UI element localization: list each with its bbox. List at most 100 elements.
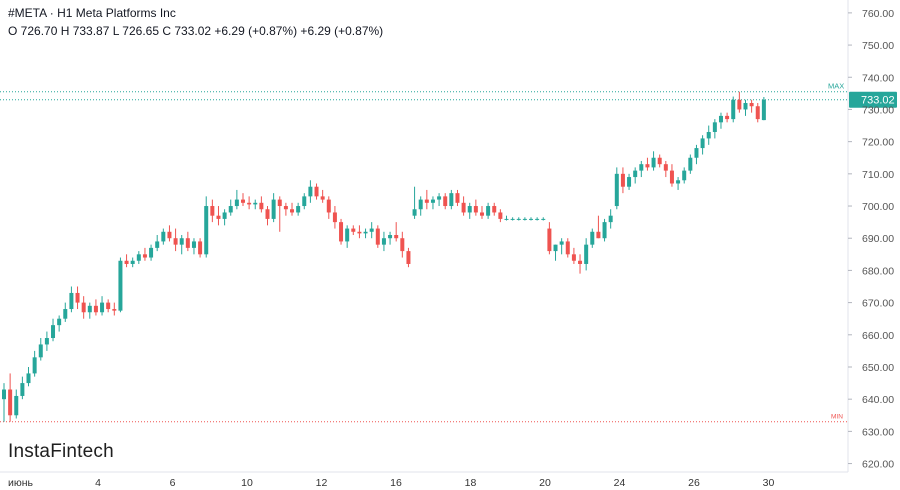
candle-body [283, 206, 288, 210]
max-label: MAX [828, 82, 844, 91]
candle [112, 302, 117, 316]
candle-body [112, 309, 117, 311]
candle-body [14, 395, 19, 416]
candle-body [20, 383, 25, 396]
candle [479, 206, 484, 219]
candle-body [430, 199, 435, 203]
candle [492, 202, 497, 216]
last-price-badge [849, 91, 897, 108]
candle [498, 209, 503, 223]
candle [400, 231, 405, 258]
x-tick-label: 16 [390, 477, 402, 489]
candle-body [461, 202, 466, 213]
candle [87, 302, 92, 319]
candle-body [375, 228, 380, 245]
candle [302, 193, 307, 210]
candle [510, 217, 515, 221]
candle [179, 235, 184, 255]
candle-body [326, 199, 331, 213]
candle [161, 228, 166, 245]
candle [584, 238, 589, 271]
candle-body [547, 228, 552, 252]
candle [2, 383, 6, 422]
candle-body [755, 106, 760, 120]
candle [725, 112, 730, 123]
candle [578, 254, 583, 274]
candle [633, 167, 638, 184]
candle [63, 302, 68, 322]
candle-body [106, 302, 111, 310]
candle-body [155, 241, 160, 248]
candle [437, 193, 442, 207]
candle [473, 199, 478, 216]
candle-body [388, 235, 393, 239]
candle-body [332, 212, 337, 223]
candle [486, 202, 491, 219]
candle-body [296, 206, 301, 213]
candle [38, 338, 43, 361]
candle [32, 350, 37, 377]
candle [620, 167, 625, 194]
candle-body [167, 231, 172, 239]
candle [559, 238, 564, 255]
candle-body [302, 196, 307, 207]
candle [394, 222, 399, 242]
candle-body [645, 164, 650, 168]
y-tick-label: 720.00 [862, 137, 894, 149]
candle [259, 196, 264, 213]
candle-body [320, 196, 325, 200]
candle-body [479, 212, 484, 216]
candle [351, 225, 356, 235]
candle [75, 286, 80, 310]
candle [296, 202, 301, 216]
candle-body [553, 244, 558, 252]
candle-body [522, 218, 527, 220]
candle-body [418, 199, 423, 210]
candle [418, 196, 423, 216]
candle [381, 231, 386, 252]
candle-body [142, 254, 147, 258]
candle [712, 119, 717, 139]
candle-body [731, 99, 736, 120]
candle [106, 299, 111, 313]
candle-body [486, 206, 491, 216]
candle [93, 299, 98, 316]
candle-body [535, 218, 540, 220]
candle [191, 238, 196, 255]
candle-body [234, 199, 239, 207]
candle [44, 331, 49, 351]
candle [332, 206, 337, 229]
candle-body [639, 164, 644, 171]
candles-layer [2, 91, 766, 422]
candle-body [100, 302, 105, 313]
candle-body [308, 186, 313, 197]
candle-body [277, 199, 282, 207]
candle-body [541, 218, 546, 220]
x-tick-label: 26 [688, 477, 700, 489]
brand-logo: InstaFintech [8, 441, 114, 462]
candle [443, 193, 448, 210]
candle-body [314, 186, 319, 197]
candle-body [627, 177, 632, 187]
candle-body [204, 206, 209, 255]
candle [265, 206, 270, 226]
candle [663, 160, 668, 178]
candle-body [57, 318, 62, 326]
candle [253, 199, 258, 210]
x-tick-label: 24 [614, 477, 626, 489]
candle [81, 296, 86, 319]
candle-body [712, 122, 717, 132]
candle-body [8, 389, 13, 416]
candle [761, 96, 766, 121]
candle [731, 96, 736, 123]
candle-body [614, 173, 619, 207]
candle-body [437, 196, 442, 200]
candle [216, 206, 221, 226]
candle [204, 196, 209, 258]
candle [234, 189, 239, 210]
candle [271, 193, 276, 223]
candle-body [473, 206, 478, 213]
candle-body [651, 157, 656, 168]
candle-body [669, 170, 674, 184]
